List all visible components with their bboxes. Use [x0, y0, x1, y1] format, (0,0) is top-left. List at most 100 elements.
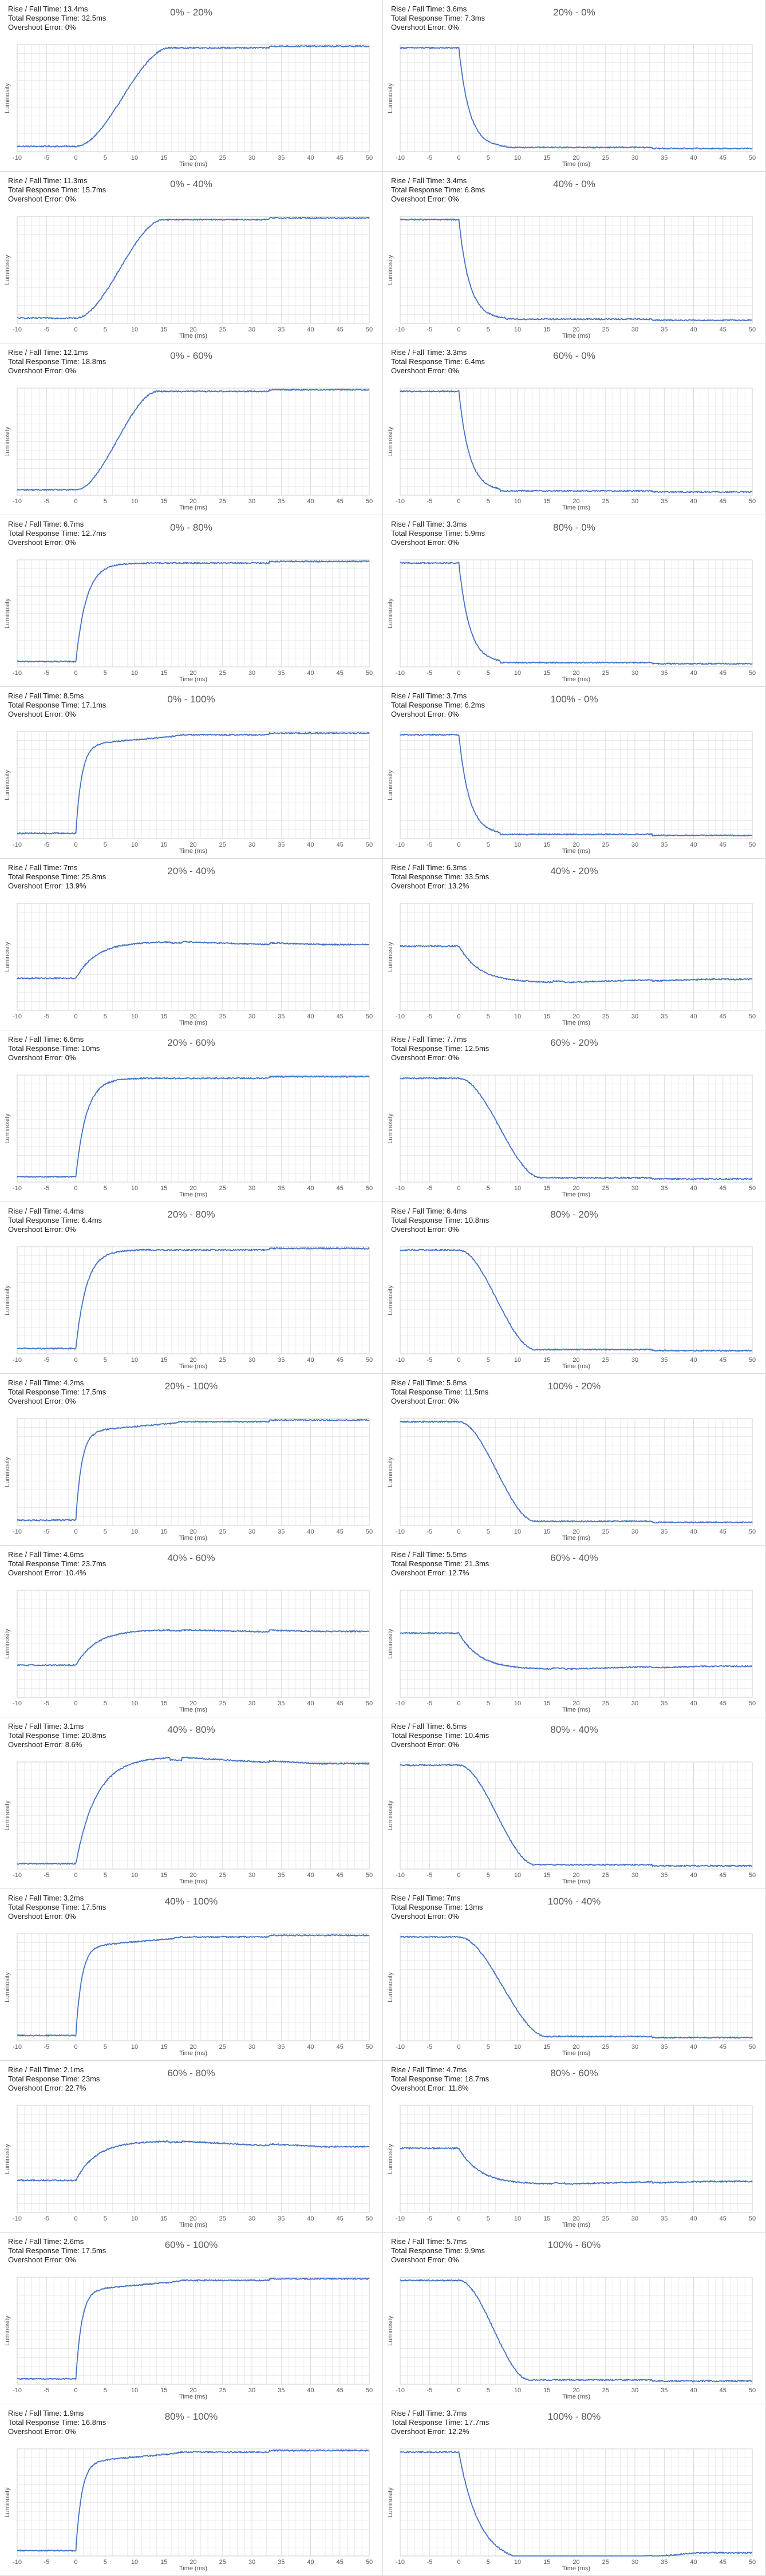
x-tick-label: 30 — [631, 326, 638, 333]
x-tick-label: 30 — [248, 2387, 255, 2394]
measurement-stats: Rise / Fall Time: 4.7ms Total Response Ti… — [391, 2065, 489, 2093]
rise-fall-time-value: 7ms — [446, 1894, 461, 1902]
x-tick-label: 15 — [543, 1528, 550, 1535]
y-axis-label: Luminosity — [4, 426, 11, 457]
x-tick-label: 30 — [248, 1528, 255, 1535]
x-tick-label: 0 — [74, 1357, 77, 1364]
total-response-time: Total Response Time: 6.4ms — [8, 1216, 102, 1225]
overshoot-error-value: 0% — [65, 23, 76, 31]
x-tick-label: 0 — [74, 1700, 77, 1707]
total-response-time: Total Response Time: 17.5ms — [8, 2246, 106, 2255]
x-tick-label: 30 — [631, 1872, 638, 1879]
x-tick-label: 25 — [602, 2215, 609, 2222]
measurement-stats: Rise / Fall Time: 6.7ms Total Response Ti… — [8, 520, 106, 547]
total-response-time-value: 18.8ms — [81, 357, 106, 366]
x-axis-label: Time (ms) — [179, 848, 207, 855]
rise-fall-time: Rise / Fall Time: 3.2ms — [8, 1894, 106, 1903]
x-tick-label: 15 — [160, 1185, 167, 1192]
overshoot-error-value: 11.8% — [448, 2084, 469, 2092]
line-chart: -10 -5 0 5 10 15 20 25 30 35 40 45 50 Time (ms) Lumino… — [387, 903, 756, 1026]
total-response-time-value: 10.4ms — [464, 1731, 489, 1740]
chart-panel: -10 -5 0 5 10 15 20 25 30 35 40 45 50 Time (ms) Lumino… — [383, 2233, 766, 2404]
x-axis-label: Time (ms) — [179, 1191, 207, 1198]
x-tick-label: 0 — [74, 2215, 77, 2222]
x-tick-label: 5 — [487, 326, 490, 333]
x-tick-label: 50 — [366, 1357, 373, 1364]
x-tick-label: 25 — [219, 670, 226, 677]
total-response-time: Total Response Time: 12.5ms — [391, 1044, 489, 1053]
total-response-time-value: 12.7ms — [81, 529, 106, 538]
y-axis-label: Luminosity — [4, 1113, 11, 1144]
total-response-time-label: Total Response Time: — [391, 529, 463, 538]
x-tick-label: 10 — [514, 841, 521, 848]
overshoot-error-label: Overshoot Error: — [8, 1053, 64, 1062]
luminosity-series-line — [400, 1935, 753, 2039]
x-tick-label: 45 — [337, 2215, 343, 2222]
overshoot-error-label: Overshoot Error: — [8, 366, 64, 375]
rise-fall-time-value: 6.4ms — [446, 1207, 467, 1215]
total-response-time-label: Total Response Time: — [391, 185, 463, 194]
x-tick-label: 25 — [219, 155, 226, 161]
x-axis-label: Time (ms) — [179, 1706, 207, 1713]
x-tick-label: 25 — [219, 1185, 226, 1192]
x-tick-label: 5 — [487, 670, 490, 677]
x-tick-label: 10 — [514, 1357, 521, 1364]
x-tick-label: 30 — [248, 498, 255, 505]
x-tick-label: 50 — [749, 1700, 756, 1707]
rise-fall-time-value: 3.7ms — [446, 2409, 467, 2417]
x-tick-label: 10 — [131, 2387, 138, 2394]
x-tick-label: 50 — [366, 1185, 373, 1192]
total-response-time-label: Total Response Time: — [391, 1044, 463, 1053]
rise-fall-time-label: Rise / Fall Time: — [8, 176, 62, 185]
total-response-time: Total Response Time: 21.3ms — [391, 1559, 489, 1568]
total-response-time-value: 17.5ms — [81, 2246, 106, 2255]
rise-fall-time: Rise / Fall Time: 4.7ms — [391, 2065, 489, 2075]
x-tick-label: 30 — [248, 2044, 255, 2050]
x-tick-label: 0 — [457, 498, 460, 505]
x-tick-label: 30 — [248, 2215, 255, 2222]
x-tick-label: 50 — [366, 2387, 373, 2394]
line-chart: -10 -5 0 5 10 15 20 25 30 35 40 45 50 Time (ms) Lumino… — [4, 216, 373, 339]
y-axis-label: Luminosity — [4, 2316, 11, 2346]
rise-fall-time-label: Rise / Fall Time: — [391, 1378, 445, 1387]
chart-title: 100% - 60% — [547, 2239, 601, 2250]
x-axis-label: Time (ms) — [179, 2393, 207, 2400]
x-tick-label: 5 — [487, 1185, 490, 1192]
x-tick-label: 10 — [514, 670, 521, 677]
measurement-stats: Rise / Fall Time: 11.3ms Total Response T… — [8, 176, 106, 204]
rise-fall-time-label: Rise / Fall Time: — [8, 1894, 62, 1902]
x-tick-label: 50 — [749, 2215, 756, 2222]
x-tick-label: 25 — [602, 498, 609, 505]
plot-area-border — [400, 44, 753, 152]
total-response-time-label: Total Response Time: — [391, 1388, 463, 1396]
y-axis-label: Luminosity — [4, 1629, 11, 1659]
overshoot-error-value: 13.9% — [65, 882, 86, 890]
rise-fall-time-label: Rise / Fall Time: — [391, 1894, 445, 1902]
total-response-time-label: Total Response Time: — [8, 14, 80, 22]
x-tick-label: 35 — [278, 2044, 285, 2050]
x-tick-label: 5 — [487, 498, 490, 505]
chart-panel: -10 -5 0 5 10 15 20 25 30 35 40 45 50 Time (ms) Lumino… — [0, 1202, 383, 1374]
x-tick-label: 15 — [160, 1528, 167, 1535]
rise-fall-time-value: 3.1ms — [63, 1722, 84, 1730]
x-tick-label: 25 — [602, 841, 609, 848]
total-response-time: Total Response Time: 13ms — [391, 1903, 483, 1912]
x-axis-label: Time (ms) — [562, 1706, 590, 1713]
x-tick-label: 0 — [74, 2387, 77, 2394]
x-axis-label: Time (ms) — [562, 161, 590, 168]
line-chart: -10 -5 0 5 10 15 20 25 30 35 40 45 50 Time (ms) Lumino… — [387, 731, 756, 855]
x-tick-label: -10 — [13, 1872, 22, 1879]
x-tick-label: 45 — [720, 1357, 726, 1364]
x-tick-label: 50 — [749, 2387, 756, 2394]
rise-fall-time-label: Rise / Fall Time: — [391, 1722, 445, 1730]
total-response-time-label: Total Response Time: — [8, 872, 80, 881]
plot-area-border — [400, 559, 753, 667]
x-tick-label: 15 — [160, 841, 167, 848]
plot-area-border — [400, 2277, 753, 2385]
chart-panel: -10 -5 0 5 10 15 20 25 30 35 40 45 50 Time (ms) Lumino… — [0, 1889, 383, 2061]
total-response-time-label: Total Response Time: — [391, 14, 463, 22]
x-tick-label: 30 — [248, 326, 255, 333]
chart-title: 100% - 20% — [547, 1381, 601, 1392]
x-tick-label: -10 — [13, 2044, 22, 2050]
x-tick-label: 10 — [131, 1872, 138, 1879]
